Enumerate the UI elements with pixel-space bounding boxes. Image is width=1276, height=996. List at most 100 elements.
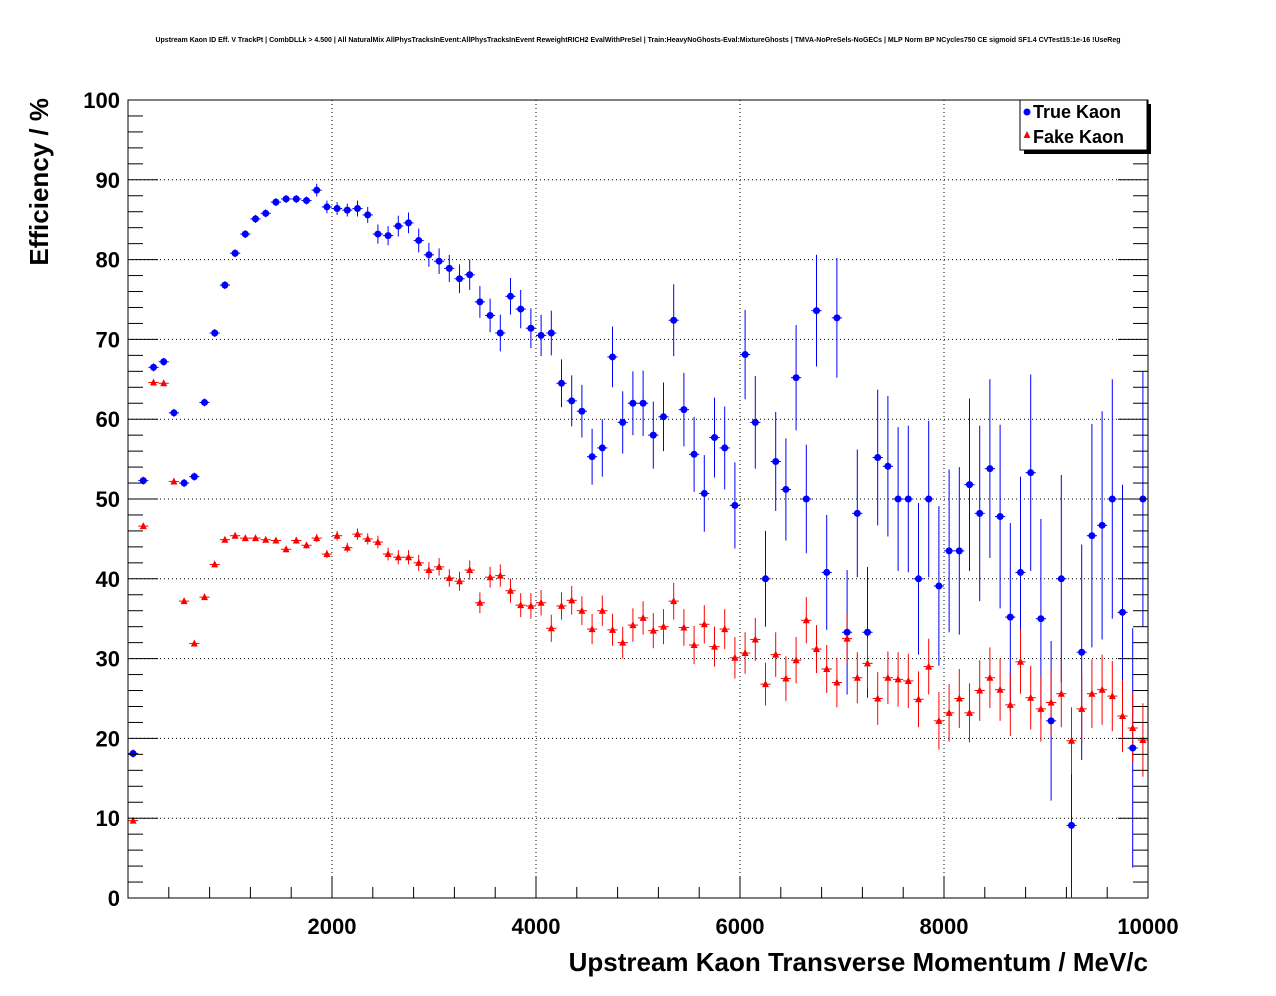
true-kaon-point <box>160 358 168 366</box>
true-kaon-point <box>588 453 596 461</box>
true-kaon-point <box>874 454 882 462</box>
fake-kaon-point <box>252 534 259 542</box>
y-tick-label: 30 <box>96 647 120 672</box>
fake-kaon-point <box>680 623 688 631</box>
true-kaon-point <box>894 495 902 503</box>
true-kaon-point <box>1037 615 1045 623</box>
fake-kaon-point <box>231 531 239 539</box>
true-kaon-point <box>915 575 922 583</box>
fake-kaon-point <box>792 656 800 664</box>
true-kaon-point <box>700 489 708 497</box>
true-kaon-point <box>231 249 239 257</box>
y-tick-label: 90 <box>96 168 120 193</box>
true-kaon-point <box>629 399 637 407</box>
fake-kaon-point <box>976 686 984 694</box>
fake-kaon-point <box>180 597 188 605</box>
true-kaon-point <box>680 406 688 414</box>
fake-kaon-point <box>1017 657 1024 665</box>
fake-kaon-point <box>629 621 637 629</box>
fake-kaon-point <box>609 625 616 633</box>
true-kaon-point <box>476 298 484 306</box>
x-tick-label: 10000 <box>1117 914 1178 939</box>
fake-kaon-point <box>874 694 882 702</box>
fake-kaon-point <box>731 653 739 661</box>
y-tick-label: 60 <box>96 407 120 432</box>
fake-kaon-point <box>394 553 402 561</box>
grid-lines <box>128 100 1148 898</box>
y-tick-label: 40 <box>96 567 120 592</box>
fake-kaon-point <box>904 676 912 684</box>
fake-kaon-point <box>547 624 555 632</box>
fake-kaon-point <box>1098 685 1106 693</box>
true-kaon-point <box>435 257 443 265</box>
fake-kaon-point <box>343 543 351 551</box>
true-kaon-point <box>486 311 494 319</box>
fake-kaon-point <box>405 553 412 561</box>
fake-kaon-point <box>364 534 372 542</box>
axis-ticks <box>127 99 1149 899</box>
true-kaon-point <box>1129 744 1137 752</box>
fake-kaon-point <box>517 601 525 609</box>
fake-kaon-point <box>690 641 698 649</box>
y-tick-label: 80 <box>96 248 120 273</box>
fake-kaon-point <box>241 534 249 542</box>
true-kaon-point <box>272 198 280 206</box>
fake-kaon-point <box>1078 704 1086 712</box>
true-kaon-point <box>833 314 841 322</box>
true-kaon-point <box>364 211 372 219</box>
fake-kaon-point <box>558 601 565 609</box>
fake-kaon-point <box>354 530 361 538</box>
true-kaon-point <box>241 230 249 238</box>
fake-kaon-point <box>190 639 198 647</box>
fake-kaon-point <box>598 606 606 614</box>
true-kaon-point <box>598 444 606 452</box>
fake-kaon-point <box>843 634 851 642</box>
fake-kaon-point <box>813 645 820 653</box>
fake-kaon-point <box>466 566 474 574</box>
true-kaon-point <box>751 418 759 426</box>
fake-kaon-point <box>527 601 535 609</box>
true-kaon-point <box>925 495 933 503</box>
fake-kaon-point <box>955 694 963 702</box>
fake-kaon-point <box>1047 698 1055 706</box>
true-kaon-point <box>966 481 973 489</box>
fake-kaon-point <box>1088 689 1096 697</box>
true-kaon-point <box>619 418 627 426</box>
true-kaon-point <box>507 292 514 300</box>
true-kaon-point <box>609 353 616 361</box>
x-tick-label: 2000 <box>308 914 357 939</box>
true-kaon-point <box>252 215 259 223</box>
true-kaon-point <box>139 477 147 485</box>
fake-kaon-point <box>660 622 667 630</box>
true-kaon-point <box>405 219 412 227</box>
fake-kaon-point <box>670 597 678 605</box>
fake-kaon-point <box>578 606 586 614</box>
true-kaon-point <box>190 473 198 481</box>
fake-kaon-point <box>374 538 382 546</box>
true-kaon-point <box>823 568 831 576</box>
fake-kaon-point <box>456 577 463 585</box>
fake-kaon-point <box>425 566 433 574</box>
fake-kaon-point <box>588 625 596 633</box>
y-tick-label: 50 <box>96 487 120 512</box>
true-kaon-point <box>935 582 943 590</box>
true-kaon-point <box>945 547 953 555</box>
true-kaon-point <box>843 628 851 636</box>
true-kaon-point <box>772 457 780 465</box>
x-tick-labels: 2000 4000 6000 8000 10000 <box>308 914 1179 939</box>
fake-kaon-point <box>292 536 300 544</box>
true-kaon-point <box>170 409 178 417</box>
fake-kaon-point <box>762 680 769 688</box>
legend-fake-kaon-marker <box>1023 131 1031 138</box>
y-axis-title: Efficiency / % <box>24 98 54 266</box>
true-kaon-point <box>986 465 994 473</box>
fake-kaon-point <box>1068 736 1075 744</box>
fake-kaon-point <box>1129 724 1137 732</box>
true-kaon-point <box>1078 648 1086 656</box>
y-tick-label: 100 <box>83 88 120 113</box>
fake-kaon-point <box>782 674 790 682</box>
true-kaon-point <box>1057 575 1065 583</box>
data-markers <box>129 186 1147 829</box>
true-kaon-point <box>292 195 300 203</box>
